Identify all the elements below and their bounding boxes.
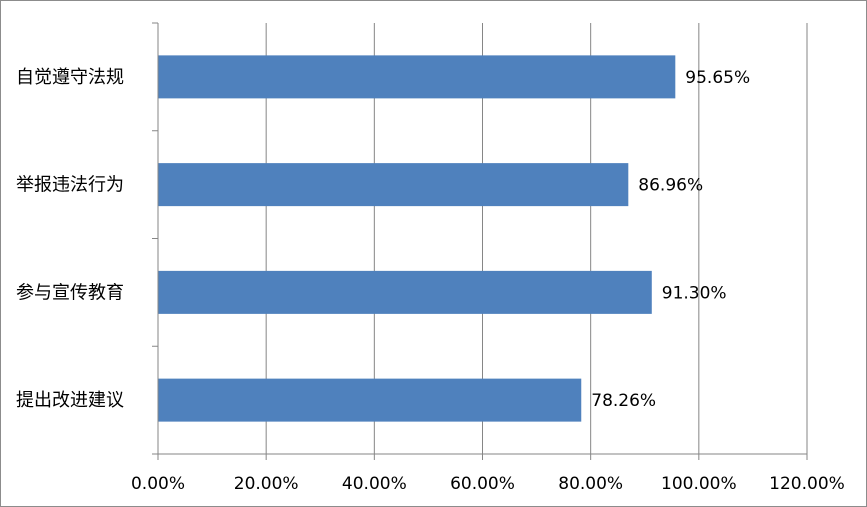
data-label: 78.26% (591, 391, 656, 411)
category-label: 参与宣传教育 (16, 282, 124, 303)
data-label: 86.96% (638, 176, 703, 196)
labels: 0.00% 20.00% 40.00% 60.00% 80.00% 100.00% 120.… (16, 67, 845, 494)
x-tick-label: 100.00% (661, 474, 737, 494)
data-label: 91.30% (662, 283, 727, 303)
x-tick-label: 20.00% (234, 474, 299, 494)
x-tick-label: 60.00% (450, 474, 515, 494)
x-tick-label: 40.00% (342, 474, 407, 494)
bars (158, 55, 676, 422)
x-tick-label: 80.00% (558, 474, 623, 494)
bar (158, 270, 652, 314)
x-tick-label: 0.00% (131, 474, 185, 494)
bar (158, 163, 629, 207)
category-label: 提出改进建议 (16, 390, 124, 411)
bar (158, 378, 582, 422)
bar (158, 55, 676, 99)
category-label: 自觉遵守法规 (16, 67, 124, 88)
data-label: 95.65% (685, 68, 750, 88)
x-tick-label: 120.00% (769, 474, 845, 494)
category-label: 举报违法行为 (16, 175, 124, 196)
axes (152, 22, 808, 460)
